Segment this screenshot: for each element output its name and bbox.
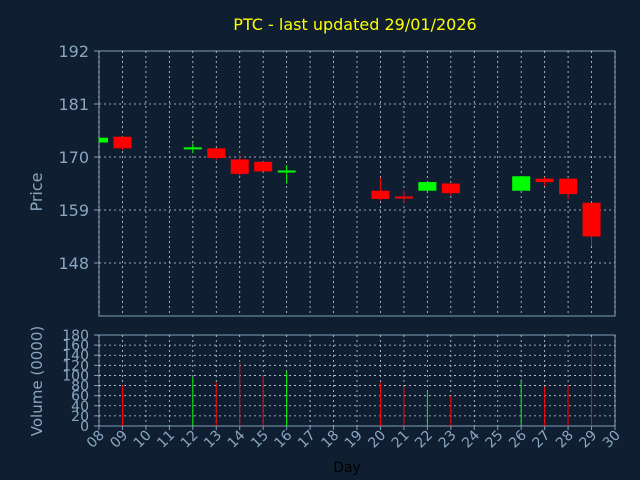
chart-title: PTC - last updated 29/01/2026 [233, 15, 476, 34]
candle-body [394, 196, 413, 199]
x-tick-label: 28 [553, 428, 577, 452]
candle-body [277, 170, 296, 173]
x-tick-label: 29 [576, 428, 600, 452]
volume-tick-label: 0 [80, 419, 89, 435]
candle-body [254, 161, 273, 172]
x-tick-label: 21 [389, 428, 413, 452]
price-axis-label: Price [27, 172, 46, 211]
candle-body [99, 137, 108, 143]
volume-tick-label: 20 [71, 409, 89, 425]
volume-tick-label: 60 [71, 389, 89, 405]
candle-body [418, 182, 437, 191]
x-tick-label: 26 [506, 427, 530, 451]
candle-body [113, 136, 132, 149]
x-tick-label: 25 [483, 428, 507, 452]
x-tick-label: 30 [600, 428, 624, 452]
volume-tick-label: 140 [62, 348, 89, 364]
candle-body [441, 183, 460, 194]
candle-body [512, 176, 531, 191]
x-tick-label: 18 [318, 428, 342, 452]
x-axis-label: Day [333, 460, 361, 476]
price-tick-label: 148 [58, 254, 89, 273]
x-tick-label: 14 [225, 427, 249, 451]
candle-body [535, 178, 554, 183]
volume-tick-label: 100 [62, 368, 89, 384]
x-tick-label: 20 [365, 428, 389, 452]
x-tick-label: 22 [412, 428, 436, 452]
volume-tick-label: 120 [62, 358, 89, 374]
candle-body [371, 190, 390, 199]
x-tick-label: 17 [295, 428, 319, 452]
price-tick-label: 159 [58, 201, 89, 220]
x-tick-label: 24 [459, 427, 483, 451]
x-tick-label: 23 [436, 428, 460, 452]
x-tick-label: 19 [342, 428, 366, 452]
x-tick-label: 27 [530, 428, 554, 452]
volume-tick-label: 40 [71, 399, 89, 415]
x-tick-label: 12 [178, 428, 202, 452]
candle-body [559, 178, 578, 195]
volume-axis-label: Volume (0000) [28, 326, 46, 436]
price-tick-label: 192 [58, 42, 89, 61]
candle-body [230, 159, 249, 174]
candle-body [207, 148, 226, 158]
x-tick-label: 13 [201, 428, 225, 452]
x-tick-label: 09 [107, 428, 131, 452]
volume-tick-label: 160 [62, 338, 89, 354]
candle-body [183, 147, 202, 150]
x-tick-label: 15 [248, 428, 272, 452]
price-tick-label: 181 [58, 95, 89, 114]
volume-tick-label: 80 [71, 379, 89, 395]
candle-body [582, 202, 601, 237]
x-tick-label: 16 [272, 427, 296, 451]
x-tick-label: 10 [131, 428, 155, 452]
price-tick-label: 170 [58, 148, 89, 167]
volume-tick-label: 180 [62, 328, 89, 344]
x-tick-label: 11 [154, 428, 178, 452]
